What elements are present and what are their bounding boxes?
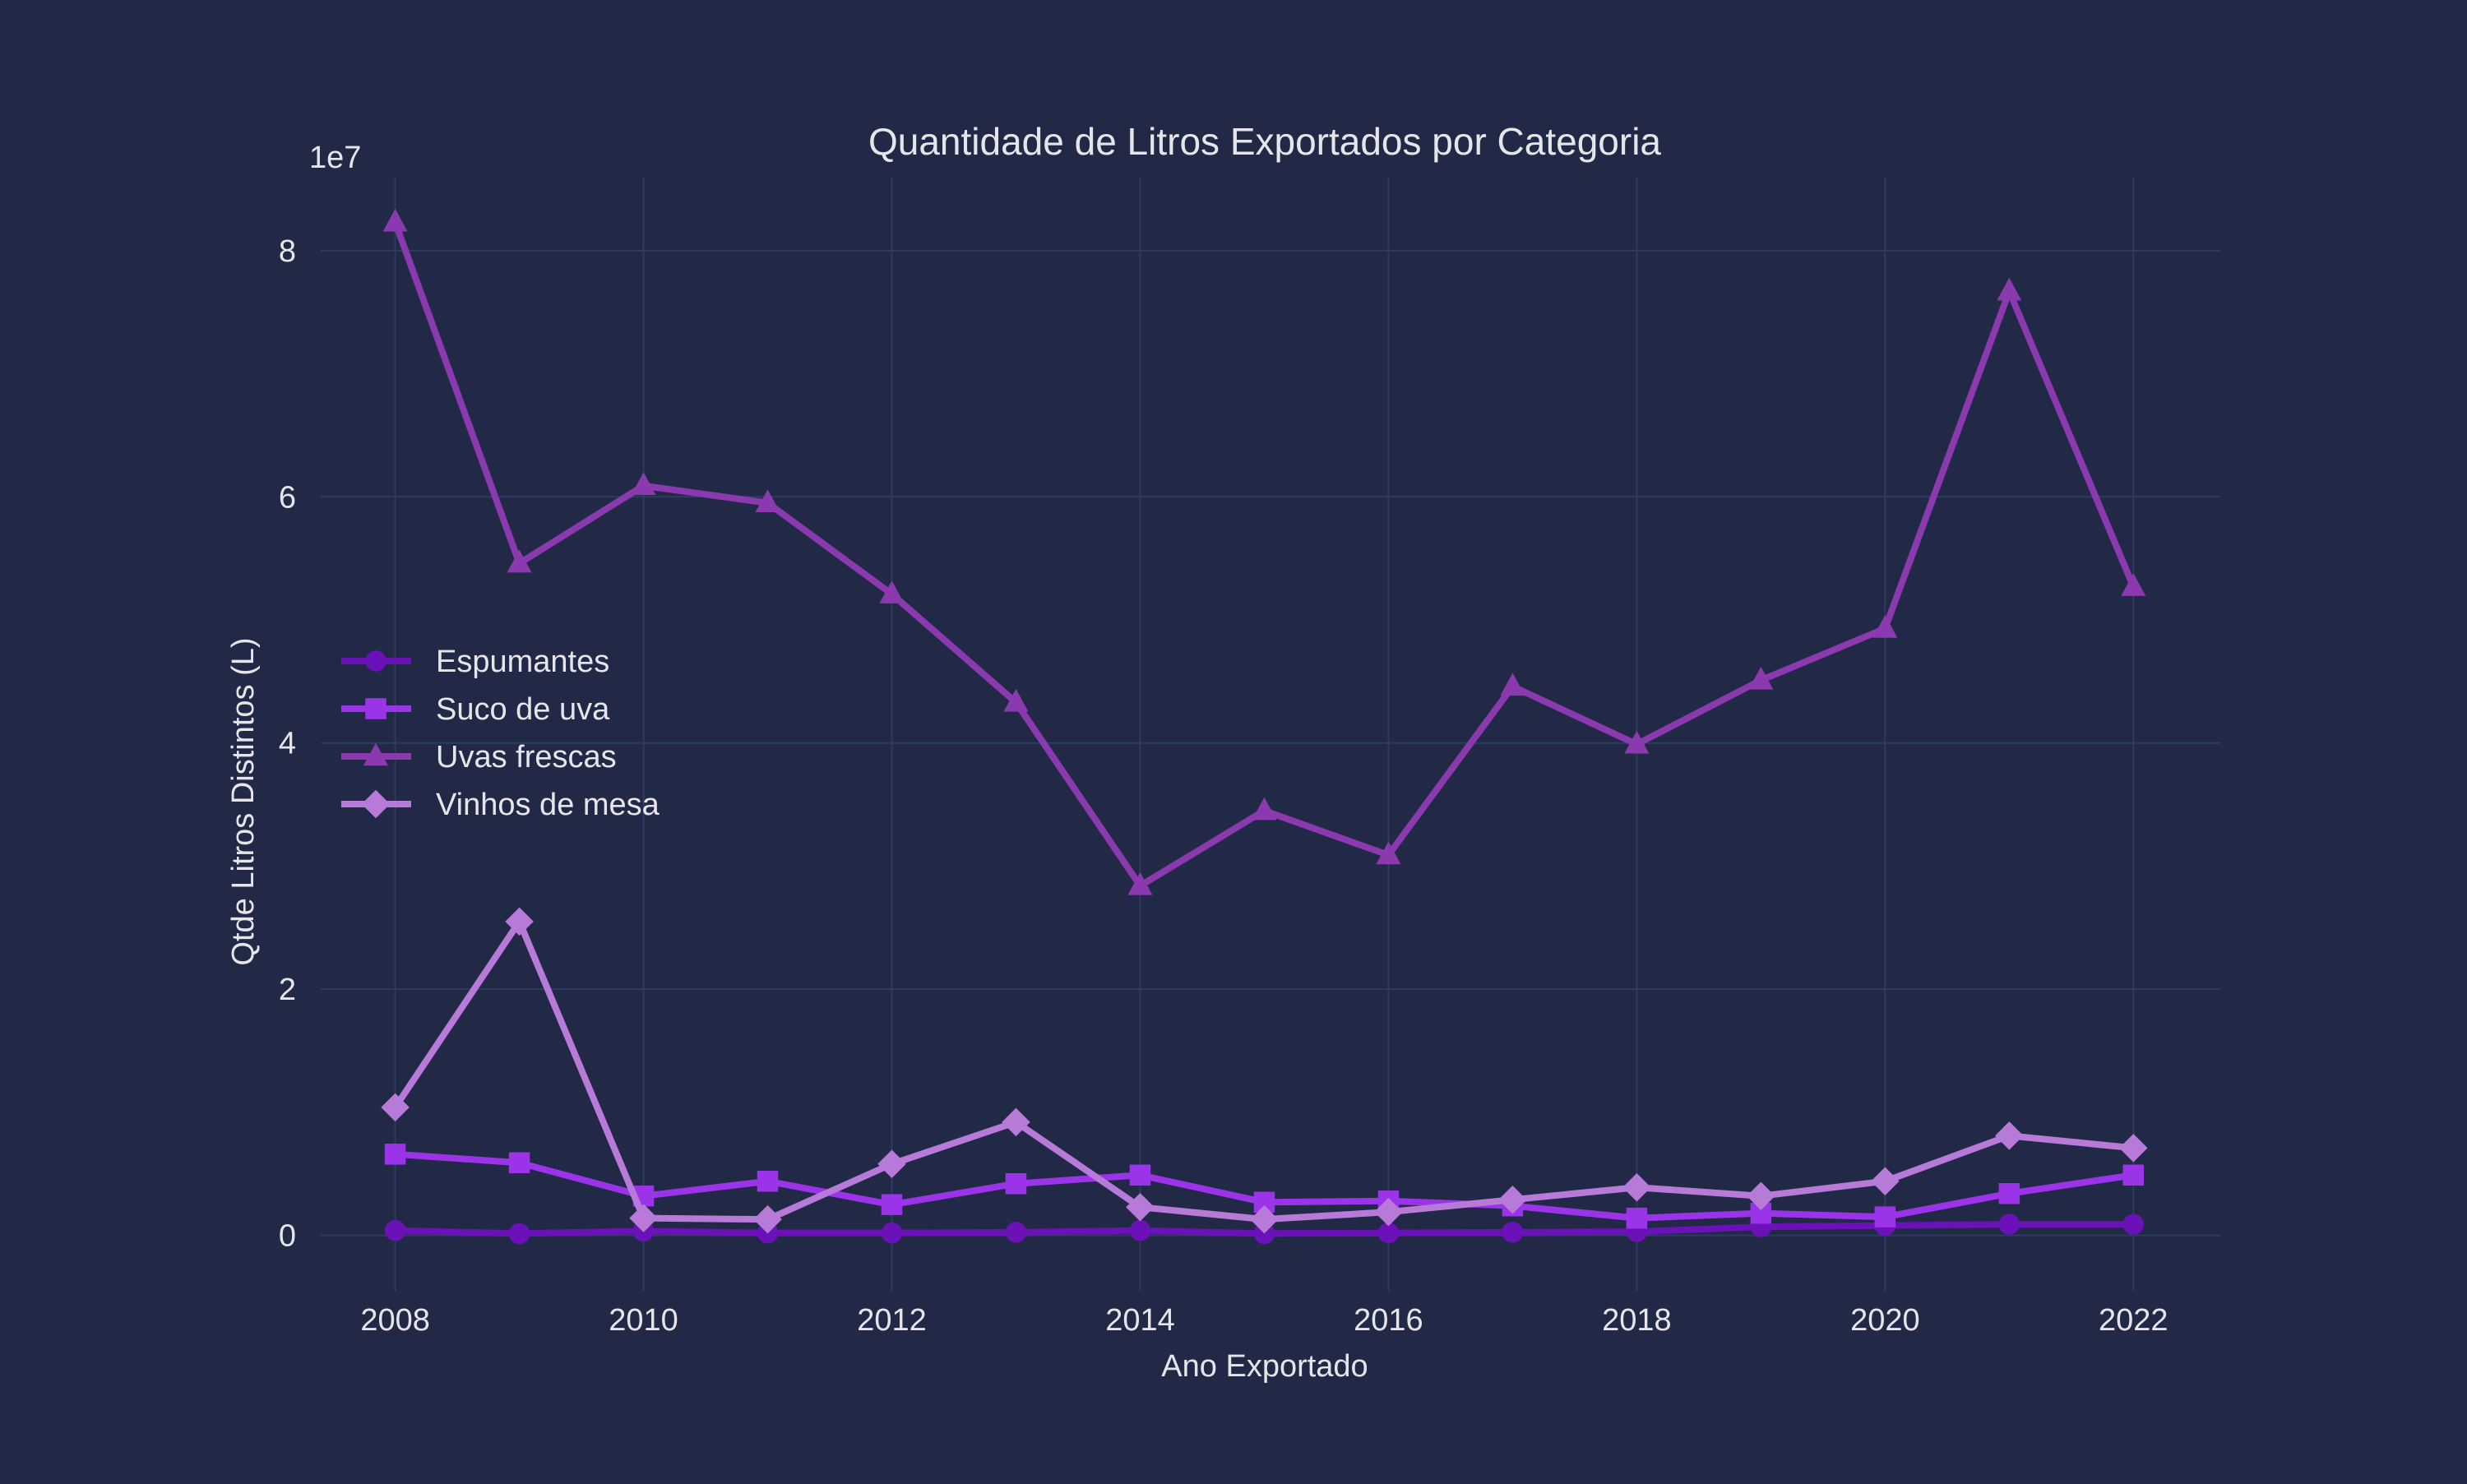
data-point (1129, 1219, 1151, 1241)
legend-label: Uvas frescas (436, 740, 617, 774)
series-group (381, 208, 2148, 1245)
data-point (629, 1204, 658, 1232)
data-point (879, 580, 905, 603)
legend-marker (365, 650, 386, 672)
data-point (1622, 1172, 1651, 1202)
axes: 2008 2010 2012 2014 2016 2018 2020 2022 0 2 4 6 8 (279, 234, 2168, 1338)
x-tick-label: 2010 (609, 1303, 678, 1338)
data-point (881, 1194, 903, 1215)
data-point (1002, 1107, 1030, 1137)
y-tick-label: 8 (279, 234, 296, 269)
data-point (505, 907, 534, 936)
data-point (1747, 1181, 1775, 1210)
series-line (391, 918, 2137, 1223)
legend-entry: Espumantes (341, 645, 609, 679)
y-tick-label: 6 (279, 480, 296, 515)
x-tick-label: 2020 (1850, 1303, 1920, 1338)
x-tick-label: 2022 (2099, 1303, 2168, 1338)
data-point (1127, 871, 1153, 895)
series-uvas-frescas (382, 208, 2146, 895)
data-point (2121, 573, 2146, 596)
legend-entry: Vinhos de mesa (341, 788, 660, 822)
data-point (508, 1152, 530, 1174)
data-point (1871, 1167, 1900, 1195)
legend-marker (363, 742, 388, 766)
legend-label: Espumantes (436, 645, 609, 679)
data-point (1502, 1222, 1524, 1243)
data-point (1126, 1192, 1155, 1222)
data-point (1997, 277, 2022, 301)
data-point (384, 1219, 406, 1241)
data-point (384, 1144, 406, 1165)
data-point (1626, 1207, 1648, 1229)
y-axis-label: Qtde Litros Distintos (L) (226, 637, 261, 965)
chart-title: Quantidade de Litros Exportados por Cate… (868, 120, 1661, 163)
data-point (1998, 1214, 2020, 1235)
data-point (1748, 666, 1774, 690)
data-point (881, 1222, 903, 1244)
data-point (381, 1093, 410, 1122)
data-point (2119, 1134, 2148, 1163)
legend: Espumantes Suco de uva Uvas frescas Vinhos … (341, 645, 660, 822)
data-point (1005, 1172, 1027, 1195)
y-tick-label: 2 (279, 973, 296, 1007)
y-axis-offset-label: 1e7 (309, 141, 361, 175)
data-point (1872, 614, 1898, 638)
data-point (631, 472, 656, 496)
legend-label: Suco de uva (436, 692, 610, 727)
x-tick-label: 2016 (1354, 1303, 1423, 1338)
data-point (1003, 688, 1029, 712)
series-vinhos-de-mesa (381, 907, 2148, 1234)
data-point (1376, 841, 1401, 865)
data-point (2122, 1164, 2145, 1186)
data-point (1498, 1185, 1527, 1214)
legend-marker (361, 789, 391, 819)
x-tick-label: 2008 (360, 1303, 430, 1338)
data-point (1252, 797, 1277, 821)
legend-entry: Suco de uva (341, 692, 610, 727)
data-point (753, 1204, 782, 1234)
legend-label: Vinhos de mesa (436, 788, 660, 822)
data-point (2122, 1214, 2145, 1235)
x-tick-label: 2014 (1105, 1303, 1175, 1338)
data-point (1998, 1182, 2020, 1204)
data-point (877, 1149, 906, 1179)
data-point (1377, 1222, 1400, 1244)
data-point (1129, 1164, 1151, 1186)
data-point (757, 1170, 779, 1192)
legend-marker (365, 698, 386, 719)
data-point (1500, 673, 1525, 696)
series-line (391, 219, 2137, 890)
data-point (1005, 1222, 1027, 1243)
data-point (508, 1223, 530, 1245)
data-point (507, 549, 532, 573)
data-point (1250, 1204, 1279, 1234)
x-axis-label: Ano Exportado (1161, 1349, 1368, 1384)
x-tick-label: 2018 (1602, 1303, 1672, 1338)
y-tick-label: 4 (279, 727, 296, 761)
y-tick-label: 0 (279, 1219, 296, 1254)
data-point (755, 489, 780, 513)
data-point (1874, 1206, 1896, 1227)
legend-entry: Uvas frescas (341, 740, 617, 774)
data-point (1995, 1121, 2024, 1150)
x-tick-label: 2012 (857, 1303, 927, 1338)
data-point (382, 208, 408, 232)
data-point (1374, 1197, 1403, 1227)
data-point (1624, 730, 1650, 754)
